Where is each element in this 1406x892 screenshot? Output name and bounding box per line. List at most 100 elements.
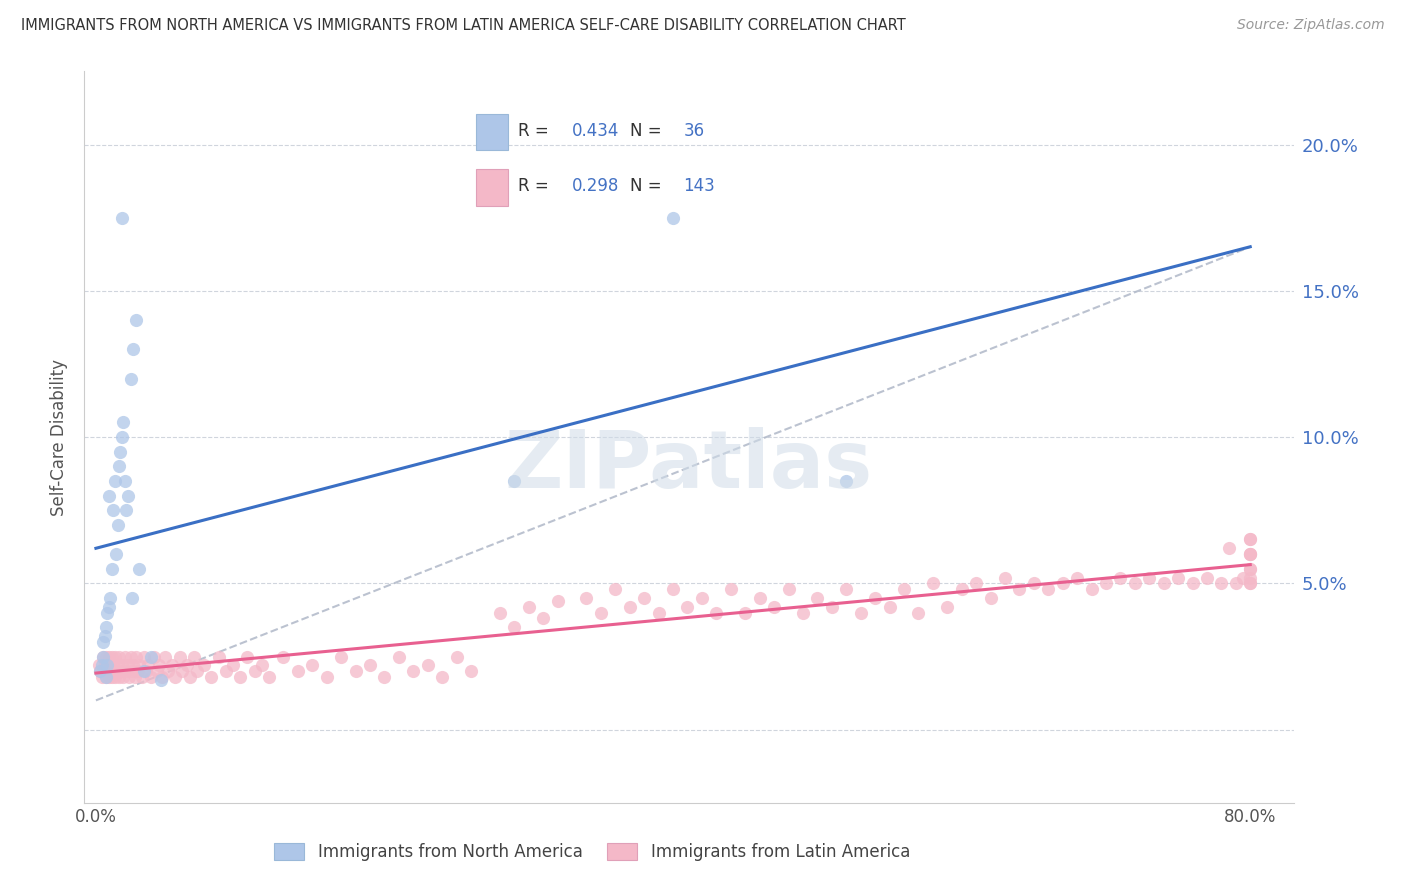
Point [142, 649, 165, 664]
Point [121, 591, 143, 605]
Point [169, 649, 191, 664]
Point [93, 658, 115, 673]
Point [94, 670, 117, 684]
Point [98, 591, 121, 605]
Point [965, 576, 987, 591]
Point [112, 670, 135, 684]
Point [863, 591, 886, 605]
Point [103, 658, 125, 673]
Point [207, 649, 229, 664]
Point [936, 599, 959, 614]
Point [183, 649, 205, 664]
Point [229, 670, 252, 684]
Point [619, 599, 641, 614]
Point [97, 649, 120, 664]
Point [589, 606, 612, 620]
Point [734, 606, 756, 620]
Point [110, 664, 132, 678]
Point [200, 670, 222, 684]
Point [344, 664, 367, 678]
Point [1181, 576, 1204, 591]
Point [100, 562, 122, 576]
Point [662, 582, 685, 597]
Point [720, 582, 742, 597]
Point [125, 313, 148, 327]
Point [96, 658, 118, 673]
Point [136, 658, 159, 673]
Point [128, 562, 150, 576]
Point [1232, 570, 1254, 584]
Point [301, 658, 323, 673]
Point [108, 670, 131, 684]
Point [132, 664, 155, 678]
Point [100, 649, 122, 664]
Point [153, 649, 176, 664]
Point [531, 611, 554, 625]
Point [1095, 576, 1118, 591]
Point [517, 599, 540, 614]
Point [139, 670, 162, 684]
Point [114, 474, 136, 488]
Point [432, 670, 454, 684]
Point [907, 606, 929, 620]
Point [849, 606, 872, 620]
Point [489, 606, 512, 620]
Point [1239, 547, 1261, 561]
Point [257, 670, 280, 684]
Point [1123, 576, 1146, 591]
Point [1167, 570, 1189, 584]
Point [148, 658, 170, 673]
Point [1066, 570, 1088, 584]
Point [1211, 576, 1233, 591]
Point [1239, 533, 1261, 547]
Point [103, 503, 125, 517]
Point [127, 664, 149, 678]
Point [157, 664, 180, 678]
Point [704, 606, 727, 620]
Point [96, 658, 118, 673]
Point [179, 670, 201, 684]
Point [273, 649, 295, 664]
Point [105, 547, 128, 561]
Point [821, 599, 844, 614]
Point [176, 658, 198, 673]
Point [108, 649, 131, 664]
Point [1218, 541, 1240, 556]
Point [1239, 570, 1261, 584]
Point [1195, 570, 1218, 584]
Point [90, 670, 112, 684]
Y-axis label: Self-Care Disability: Self-Care Disability [51, 359, 69, 516]
Point [94, 649, 117, 664]
Point [1109, 570, 1132, 584]
Legend: Immigrants from North America, Immigrants from Latin America: Immigrants from North America, Immigrant… [267, 836, 917, 868]
Point [96, 664, 118, 678]
Point [1038, 582, 1060, 597]
Point [165, 670, 187, 684]
Point [149, 673, 172, 687]
Point [748, 591, 770, 605]
Point [111, 211, 134, 225]
Point [107, 658, 129, 673]
Point [893, 582, 915, 597]
Point [647, 606, 669, 620]
Point [222, 658, 245, 673]
Point [503, 620, 526, 634]
Point [373, 670, 395, 684]
Point [115, 664, 138, 678]
Point [91, 649, 114, 664]
Point [91, 635, 114, 649]
Text: IMMIGRANTS FROM NORTH AMERICA VS IMMIGRANTS FROM LATIN AMERICA SELF-CARE DISABIL: IMMIGRANTS FROM NORTH AMERICA VS IMMIGRA… [21, 18, 905, 33]
Point [98, 664, 121, 678]
Point [575, 591, 598, 605]
Point [250, 658, 273, 673]
Point [662, 211, 685, 225]
Point [118, 670, 141, 684]
Point [110, 444, 132, 458]
Point [117, 489, 139, 503]
Point [950, 582, 973, 597]
Point [100, 670, 122, 684]
Point [104, 649, 127, 664]
Point [1022, 576, 1045, 591]
Point [633, 591, 655, 605]
Point [1137, 570, 1160, 584]
